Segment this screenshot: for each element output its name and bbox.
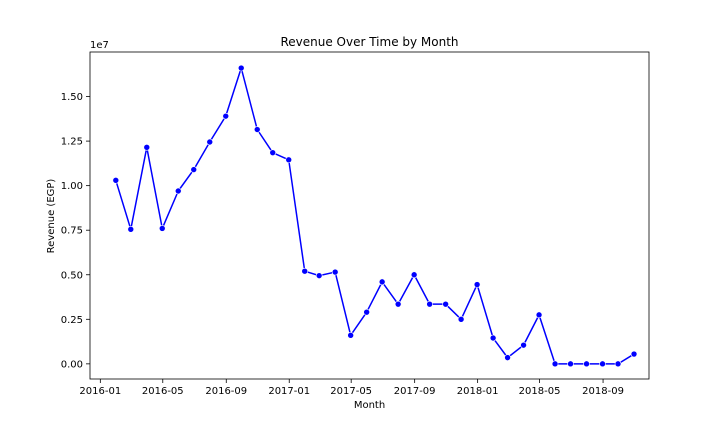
x-tick-label: 2018-01	[457, 386, 499, 397]
data-point	[410, 271, 418, 279]
data-point	[551, 360, 559, 368]
data-point	[174, 187, 182, 195]
data-point	[567, 360, 574, 368]
chart-title: Revenue Over Time by Month	[280, 35, 458, 49]
data-point	[222, 112, 230, 120]
data-point	[301, 267, 309, 275]
series-marks	[112, 64, 638, 368]
y-tick-label: 1.25	[61, 137, 83, 148]
data-point	[504, 354, 511, 361]
data-point	[457, 315, 465, 323]
data-point	[190, 166, 198, 173]
y-tick-label: 0.00	[61, 359, 83, 370]
plot-background	[90, 52, 649, 379]
data-point	[599, 360, 606, 368]
x-tick-label: 2018-05	[519, 386, 561, 397]
plot-area	[90, 52, 649, 379]
data-point	[520, 341, 527, 349]
x-tick-label: 2017-05	[330, 386, 372, 397]
y-tick-label: 0.25	[61, 315, 83, 326]
data-point	[143, 144, 151, 151]
data-point	[363, 308, 370, 316]
data-point	[347, 332, 354, 339]
data-point	[614, 360, 622, 368]
data-point	[269, 149, 277, 156]
x-tick-label: 2016-05	[142, 386, 184, 397]
data-point	[630, 350, 638, 358]
y-tick-label: 0.75	[61, 226, 83, 237]
data-point	[583, 360, 590, 368]
x-tick-label: 2017-09	[394, 386, 436, 397]
x-axis-label: Month	[354, 400, 385, 411]
data-point	[237, 64, 245, 72]
y-axis-label: Revenue (EGP)	[46, 179, 57, 254]
data-point	[426, 300, 433, 308]
data-point	[331, 268, 339, 276]
plot-frame	[89, 51, 650, 380]
x-tick-label: 2016-01	[79, 386, 121, 397]
data-point	[315, 272, 323, 279]
data-point	[473, 281, 481, 288]
data-point	[253, 126, 261, 133]
y-tick-label: 1.00	[61, 181, 83, 192]
data-point	[206, 138, 214, 146]
x-tick-label: 2017-01	[268, 386, 310, 397]
data-point	[112, 177, 120, 184]
data-point	[535, 311, 543, 319]
data-point	[127, 226, 135, 233]
data-point	[442, 300, 449, 308]
y-offset-label: 1e7	[90, 40, 109, 51]
x-tick-label: 2018-09	[582, 386, 624, 397]
data-point	[158, 225, 166, 232]
data-point	[489, 334, 497, 342]
axes: 2016-01 2016-05 2016-09 2017-01 2017-05 2017-…	[61, 51, 650, 397]
data-point	[394, 300, 402, 308]
series-line	[115, 67, 635, 365]
data-point	[378, 278, 386, 286]
x-tick-label: 2016-09	[205, 386, 247, 397]
data-point	[285, 156, 293, 164]
y-tick-label: 0.50	[61, 270, 83, 281]
y-tick-label: 1.50	[61, 92, 83, 103]
